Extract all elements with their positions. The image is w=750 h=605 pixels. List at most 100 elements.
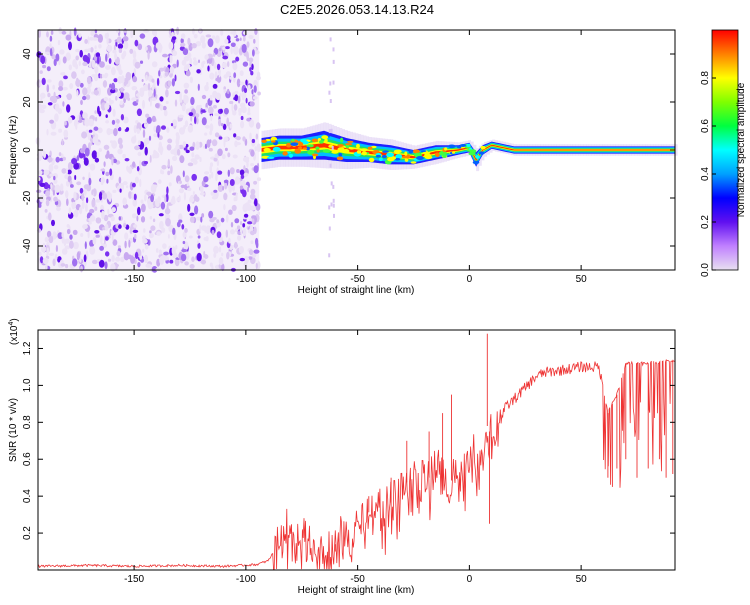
ridge-blob xyxy=(408,149,414,154)
noise-speck xyxy=(164,195,167,203)
streak-speck xyxy=(328,226,331,231)
noise-speck xyxy=(233,72,237,79)
noise-speck xyxy=(188,112,194,117)
noise-speck xyxy=(134,251,139,259)
noise-speck xyxy=(223,179,229,184)
noise-speck xyxy=(141,79,144,82)
noise-speck xyxy=(82,224,88,230)
noise-speck xyxy=(63,75,68,80)
noise-speck xyxy=(151,61,158,68)
noise-speck xyxy=(134,176,139,184)
noise-speck xyxy=(224,181,228,190)
noise-speck xyxy=(230,221,234,228)
noise-speck xyxy=(65,180,70,187)
noise-speck xyxy=(168,182,172,187)
noise-speck xyxy=(191,256,195,263)
noise-speck xyxy=(163,109,168,117)
ridge-blob xyxy=(402,155,408,159)
noise-speck xyxy=(187,37,191,46)
noise-speck xyxy=(99,73,103,79)
noise-speck xyxy=(61,232,64,238)
noise-speck xyxy=(111,157,114,166)
noise-speck xyxy=(117,245,121,249)
noise-speck xyxy=(78,33,82,38)
noise-speck xyxy=(140,216,146,223)
noise-speck xyxy=(137,151,142,157)
noise-speck xyxy=(244,255,250,264)
noise-speck xyxy=(210,114,213,122)
noise-speck xyxy=(237,95,241,104)
noise-speck xyxy=(96,151,100,158)
noise-speck xyxy=(178,195,181,203)
noise-speck xyxy=(184,89,188,94)
noise-speck xyxy=(103,74,108,79)
noise-speck xyxy=(66,93,73,101)
noise-speck xyxy=(79,49,83,58)
noise-speck xyxy=(122,50,127,57)
noise-speck xyxy=(144,146,148,156)
ridge-blob xyxy=(337,144,344,147)
noise-speck xyxy=(112,108,116,117)
noise-speck xyxy=(84,118,90,127)
ridge-blob xyxy=(298,142,304,147)
noise-speck xyxy=(165,217,171,227)
noise-speck xyxy=(94,206,98,211)
noise-speck xyxy=(115,95,118,101)
noise-speck xyxy=(176,133,180,141)
noise-speck xyxy=(54,200,59,206)
noise-speck xyxy=(164,71,169,77)
y-tick-label: 20 xyxy=(22,96,33,108)
noise-speck xyxy=(122,153,126,159)
noise-speck xyxy=(159,220,164,230)
ridge-blob xyxy=(347,140,354,143)
ridge-band xyxy=(261,138,675,164)
noise-speck xyxy=(251,89,254,95)
noise-speck xyxy=(194,113,200,118)
noise-speck xyxy=(176,59,179,68)
ridge-halo xyxy=(674,144,678,156)
ridge-blob xyxy=(356,150,362,154)
noise-speck xyxy=(163,256,169,261)
ridge-blob xyxy=(338,152,343,157)
noise-speck xyxy=(212,83,218,89)
noise-speck xyxy=(65,264,69,269)
noise-speck xyxy=(99,61,105,68)
noise-speck xyxy=(245,97,248,104)
noise-speck xyxy=(234,94,239,102)
noise-speck xyxy=(56,206,61,212)
noise-speck xyxy=(120,87,124,93)
streak-speck xyxy=(331,146,334,150)
noise-speck xyxy=(118,176,122,184)
noise-speck xyxy=(103,214,109,222)
noise-speck xyxy=(249,101,255,107)
noise-speck xyxy=(43,169,50,176)
noise-speck xyxy=(149,215,153,220)
noise-speck xyxy=(184,241,189,251)
ridge-blob xyxy=(378,157,383,162)
noise-speck xyxy=(246,160,249,168)
top-y-ticks: -40 -20 0 20 40 xyxy=(22,48,675,253)
noise-speck xyxy=(76,89,79,97)
noise-speck xyxy=(161,125,166,130)
noise-speck xyxy=(243,156,250,160)
noise-speck xyxy=(213,62,217,69)
noise-speck xyxy=(191,152,195,158)
noise-speck xyxy=(134,39,139,47)
noise-speck xyxy=(115,40,118,47)
noise-speck xyxy=(169,66,175,74)
noise-speck xyxy=(139,33,146,39)
noise-speck xyxy=(240,174,245,179)
noise-speck xyxy=(65,52,71,61)
noise-speck xyxy=(132,75,138,83)
noise-speck xyxy=(153,88,156,98)
noise-speck xyxy=(78,206,83,215)
noise-speck xyxy=(83,157,89,166)
noise-speck xyxy=(46,84,50,93)
streak-speck xyxy=(332,184,335,189)
noise-speck xyxy=(191,43,197,49)
noise-speck xyxy=(94,110,97,114)
noise-speck xyxy=(117,148,123,155)
noise-speck xyxy=(229,179,235,186)
colorbar-ticks: 0.0 0.2 0.4 0.6 0.8 xyxy=(700,71,716,277)
noise-speck xyxy=(249,67,252,72)
